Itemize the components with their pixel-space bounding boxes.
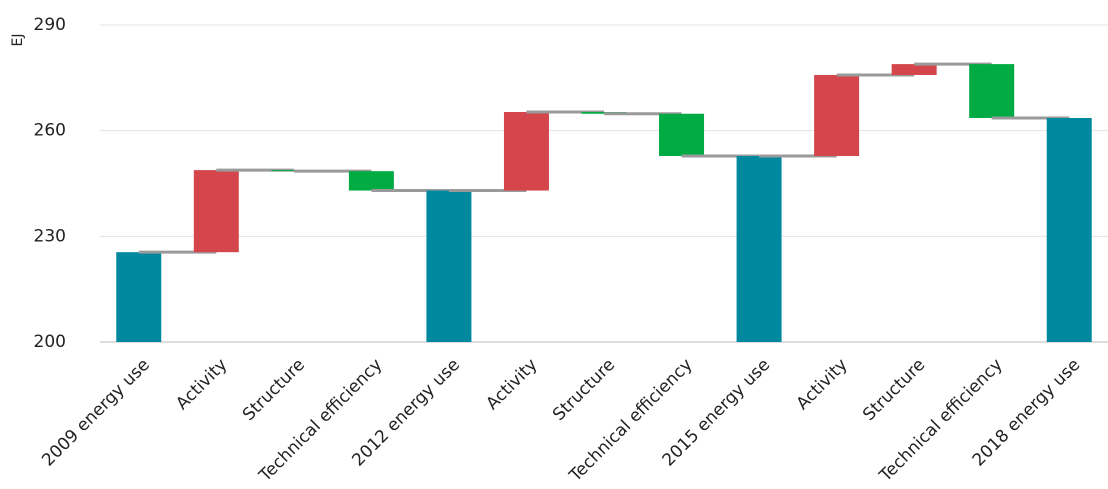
bar	[736, 156, 782, 342]
x-tick-label: Structure	[549, 355, 619, 425]
bar	[969, 64, 1015, 118]
x-tick-label: Activity	[793, 355, 852, 414]
x-tick-label: Activity	[482, 355, 541, 414]
x-tick-label: Activity	[172, 355, 231, 414]
bar	[659, 113, 705, 157]
y-axis-label: EJ	[10, 34, 26, 47]
x-tick-label: Structure	[239, 355, 309, 425]
bar	[193, 170, 239, 253]
bar	[1046, 117, 1092, 342]
y-tick-label: 200	[34, 332, 66, 352]
y-tick-label: 260	[34, 121, 66, 141]
bar	[348, 171, 394, 191]
bar	[503, 111, 549, 191]
bar	[814, 75, 860, 157]
bar	[116, 252, 162, 342]
y-tick-label: 290	[34, 15, 66, 35]
y-tick-label: 230	[34, 226, 66, 246]
x-tick-label: Structure	[859, 355, 929, 425]
bar	[426, 190, 472, 342]
x-tick-label: 2009 energy use	[38, 355, 154, 471]
bar	[891, 64, 937, 76]
